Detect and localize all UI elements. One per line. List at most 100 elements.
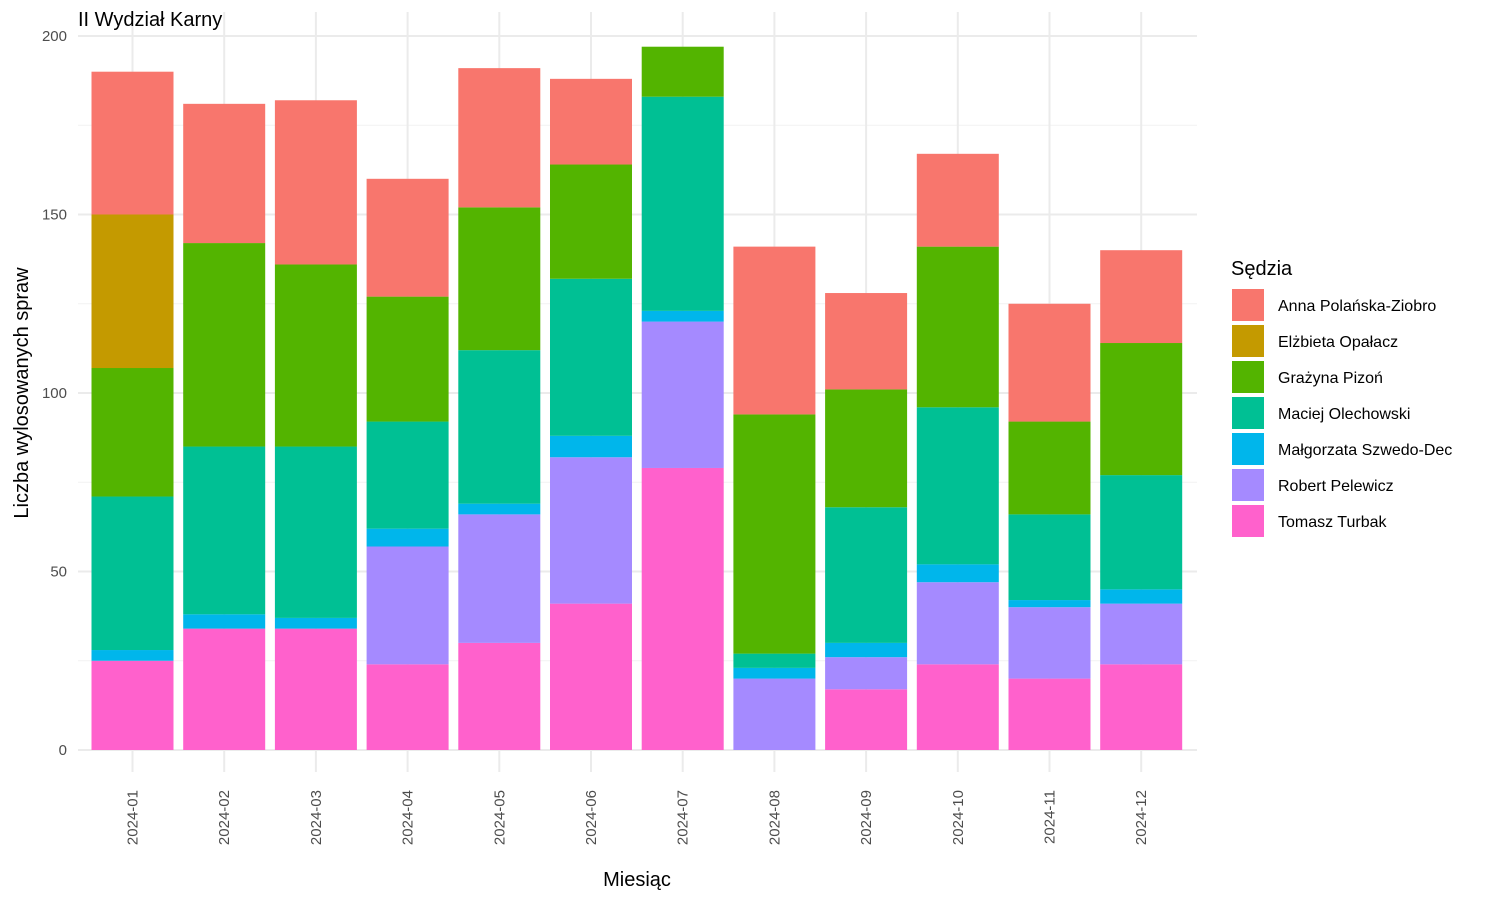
bar-segment [550, 278, 632, 436]
legend-swatch [1232, 505, 1264, 537]
bar-segment [1008, 600, 1091, 608]
bar-segment [458, 350, 541, 504]
bar-segment [916, 664, 999, 750]
bar-segment [733, 653, 816, 668]
y-axis-ticks: 0 50 100 150 200 [42, 28, 67, 759]
bar-segment [458, 514, 541, 643]
bar-segment [825, 657, 908, 690]
x-tick-label: 2024-09 [858, 790, 875, 845]
bar-segment [825, 389, 908, 508]
bar-segment [733, 414, 816, 654]
bar-segment [366, 296, 449, 422]
legend-swatch [1232, 361, 1264, 393]
y-axis-title: Liczba wylosowanych spraw [11, 267, 33, 519]
bar-segment [1008, 421, 1091, 515]
bar-segment [366, 421, 449, 529]
x-axis-ticks: 2024-01 2024-02 2024-03 2024-04 2024-05 2024-… [125, 790, 1151, 845]
legend-swatch [1232, 433, 1264, 465]
legend-label: Grażyna Pizoń [1278, 370, 1383, 387]
y-tick-label: 150 [42, 207, 67, 224]
bar-segment [91, 71, 174, 215]
x-tick-label: 2024-03 [308, 790, 325, 845]
bar-segment [825, 642, 908, 658]
bar-segment [550, 78, 632, 165]
x-tick-label: 2024-08 [766, 790, 783, 845]
bar-segment [916, 582, 999, 665]
bar-segment [641, 96, 724, 311]
bar-segment [458, 68, 541, 208]
bar-segment [91, 368, 174, 497]
bar-segment [274, 628, 357, 750]
x-tick-label: 2024-07 [675, 790, 692, 845]
bar-segment [916, 153, 999, 247]
bar-segment [733, 667, 816, 679]
x-tick-label: 2024-05 [491, 790, 508, 845]
bar-segment [458, 207, 541, 351]
bar-segment [1100, 250, 1183, 344]
x-axis-title: Miesiąc [603, 869, 671, 891]
bar-segment [91, 650, 174, 661]
bar-segment [550, 603, 632, 750]
bar-segment [550, 457, 632, 604]
x-tick-label: 2024-06 [583, 790, 600, 845]
bar-segment [733, 246, 816, 415]
legend-swatch [1232, 469, 1264, 501]
bar-segment [641, 467, 724, 750]
bar-segment [641, 46, 724, 97]
bar-segment [1100, 475, 1183, 590]
y-tick-label: 50 [50, 564, 67, 581]
bar-segment [825, 293, 908, 390]
bar-segment [366, 664, 449, 750]
legend-label: Tomasz Turbak [1278, 514, 1387, 531]
bar-segment [550, 435, 632, 458]
legend-swatch [1232, 325, 1264, 357]
legend-label: Małgorzata Szwedo-Dec [1278, 442, 1452, 459]
bar-segment [825, 507, 908, 643]
bar-segment [366, 178, 449, 297]
bar-segment [916, 564, 999, 583]
bar-segment [183, 446, 266, 615]
bar-segment [91, 496, 174, 651]
bar-segment [274, 617, 357, 629]
bar-segment [641, 321, 724, 468]
bar-segment [1008, 607, 1091, 679]
bar-segment [91, 660, 174, 750]
legend-swatch [1232, 289, 1264, 321]
bar-segment [1008, 514, 1091, 601]
legend-swatch [1232, 397, 1264, 429]
y-tick-label: 0 [59, 742, 67, 759]
x-tick-label: 2024-04 [400, 790, 417, 845]
bar-segment [550, 164, 632, 279]
bars [91, 46, 1183, 750]
legend-title: Sędzia [1231, 258, 1293, 280]
chart-title: II Wydział Karny [78, 9, 222, 31]
legend-label: Elżbieta Opałacz [1278, 334, 1398, 351]
bar-segment [733, 678, 816, 750]
bar-segment [916, 407, 999, 565]
legend-label: Maciej Olechowski [1278, 406, 1410, 423]
bar-segment [274, 446, 357, 618]
bar-segment [183, 628, 266, 750]
y-tick-label: 100 [42, 385, 67, 402]
legend-items: Anna Polańska-Ziobro Elżbieta Opałacz Graż… [1232, 289, 1452, 537]
x-tick-label: 2024-01 [125, 790, 142, 845]
legend: Sędzia Anna Polańska-Ziobro Elżbieta Opał… [1231, 258, 1452, 537]
bar-segment [1100, 664, 1183, 750]
bar-segment [916, 246, 999, 408]
bar-segment [1100, 343, 1183, 476]
bar-segment [825, 689, 908, 750]
bar-segment [1100, 589, 1183, 604]
x-tick-label: 2024-11 [1042, 790, 1059, 844]
legend-label: Robert Pelewicz [1278, 478, 1394, 495]
bar-segment [274, 100, 357, 265]
bar-segment [458, 642, 541, 750]
x-tick-label: 2024-12 [1133, 790, 1150, 845]
bar-segment [1008, 303, 1091, 422]
bar-segment [183, 614, 266, 629]
bar-segment [1008, 678, 1091, 750]
bar-segment [366, 528, 449, 547]
x-tick-label: 2024-02 [216, 790, 233, 845]
bar-segment [91, 214, 174, 369]
bar-segment [366, 546, 449, 665]
